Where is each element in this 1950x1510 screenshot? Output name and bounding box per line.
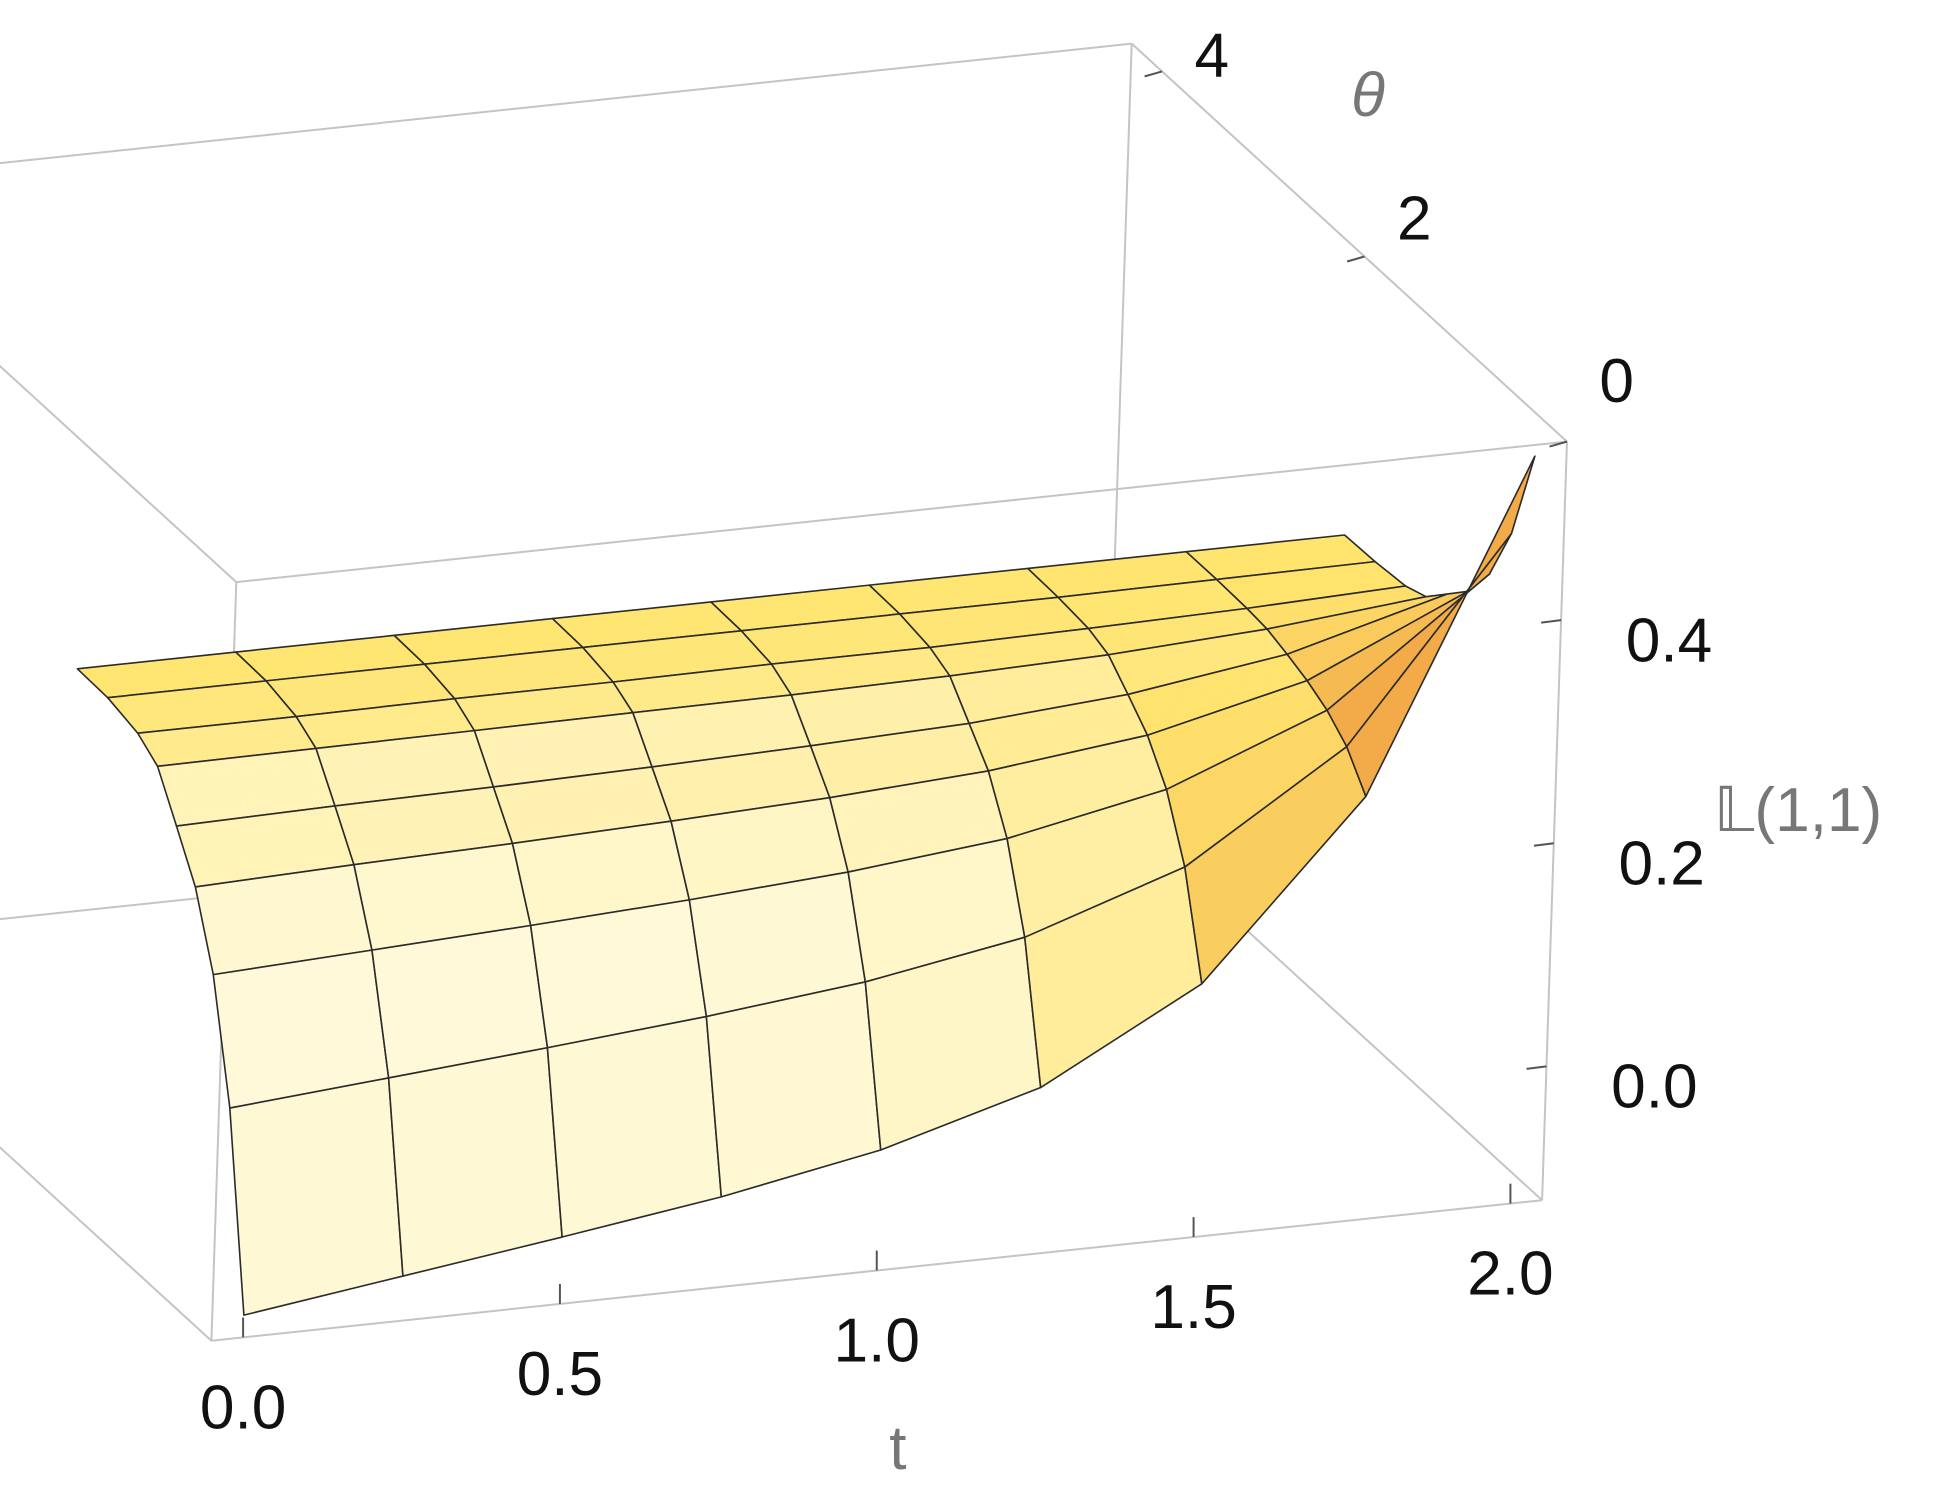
box-edge [0, 364, 237, 583]
surface-face [387, 1046, 563, 1277]
z-tick [1526, 1065, 1547, 1070]
z-tick [1541, 619, 1562, 624]
y-tick [1346, 255, 1365, 263]
y-tick-label: 0 [1599, 347, 1634, 416]
z-axis-label: 𝕃(1,1) [1714, 776, 1883, 845]
box-edge [0, 42, 1132, 165]
z-tick-label: 0.0 [1611, 1053, 1697, 1122]
surface-face [229, 1077, 404, 1316]
surface-face [1345, 455, 1536, 798]
y-axis-label: θ [1351, 61, 1385, 130]
y-tick [1144, 70, 1163, 78]
box-edge [236, 440, 1568, 584]
x-tick-label: 1.5 [1150, 1273, 1236, 1342]
y-tick-label: 2 [1397, 184, 1432, 253]
box-edge [0, 1146, 213, 1342]
x-axis-label: t [889, 1414, 906, 1483]
z-tick [1533, 842, 1554, 847]
x-tick-label: 1.0 [834, 1307, 920, 1376]
x-tick-label: 2.0 [1467, 1240, 1553, 1309]
x-tick-label: 0.5 [517, 1340, 603, 1409]
z-tick-label: 0.4 [1626, 606, 1712, 675]
surface-face [546, 1015, 723, 1238]
surface [76, 455, 1536, 1316]
box-edge [1541, 441, 1568, 1201]
y-tick [1549, 440, 1568, 448]
x-tick-label: 0.0 [200, 1373, 286, 1442]
box-edge [1131, 42, 1568, 443]
z-tick-label: 0.2 [1618, 830, 1704, 899]
axes: 0.0 0.5 1.0 1.5 2.0 0 2 4 0.0 0.2 0.4 [200, 22, 1712, 1443]
y-tick-label: 4 [1195, 22, 1230, 91]
surface-face [705, 981, 882, 1198]
